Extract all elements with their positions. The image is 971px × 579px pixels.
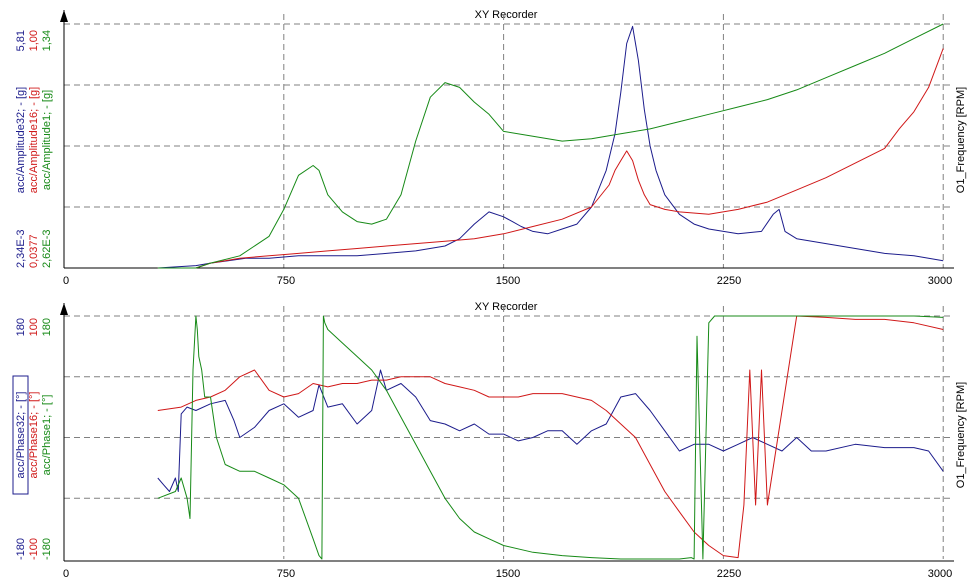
bottom-chart-title: XY Recorder [475,301,538,313]
bottom-axis-blue-max: 180 [15,318,27,336]
bottom-xtick-750: 750 [277,568,295,579]
bottom-xtick-0: 0 [63,568,69,579]
top-xtick-3000: 3000 [928,275,952,287]
top-xtick-0: 0 [63,275,69,287]
top-axis-red-max: 1,00 [28,30,40,51]
top-axis-blue-max: 5,81 [15,30,27,51]
top-series-blue [157,25,944,269]
top-series-green [157,23,944,269]
top-xtick-750: 750 [277,275,295,287]
bottom-axis-blue-selection-box [12,375,29,495]
bottom-axis-red-max: 100 [28,318,40,336]
top-series [157,23,944,269]
bottom-series-red [157,315,944,559]
top-chart: XY Recorder 0 750 1500 2250 3000 acc/Amp… [15,9,967,287]
top-axis-red-min: 0,0377 [28,234,40,268]
bottom-axis-blue-label: acc/Phase32; - [°] [15,392,27,479]
bottom-series-green [157,315,944,560]
bottom-axis-green-label: acc/Phase1; - [°] [41,395,53,476]
bottom-xtick-1500: 1500 [496,568,520,579]
bottom-axis-blue-min: -180 [15,538,27,560]
bottom-axis-red-min: -100 [28,538,40,560]
bottom-axis-green-min: -180 [41,538,53,560]
bottom-axis-red-label: acc/Phase16; - [°] [28,392,40,479]
top-axis-blue-min: 2,34E-3 [15,229,27,268]
top-chart-title: XY Recorder [475,9,538,21]
top-x-axis-label: O1_Frequency [RPM] [955,87,967,193]
top-xtick-1500: 1500 [496,275,520,287]
bottom-xtick-2250: 2250 [717,568,741,579]
top-series-red [157,48,944,269]
bottom-series [157,315,944,560]
bottom-chart: XY Recorder 0 750 1500 2250 3000 acc/Pha… [12,301,967,579]
bottom-y-axis-arrow-icon [60,303,68,315]
bottom-xtick-3000: 3000 [928,568,952,579]
top-axis-green-min: 2,62E-3 [41,229,53,268]
top-grid [64,14,952,268]
top-axis-red-label: acc/Amplitude16; - [g] [28,87,40,193]
top-axis-blue-label: acc/Amplitude32; - [g] [15,87,27,193]
bottom-grid [64,306,952,559]
top-axis-green-label: acc/Amplitude1; - [g] [41,90,53,190]
top-y-axis-arrow-icon [60,10,68,22]
bottom-x-axis-label: O1_Frequency [RPM] [955,382,967,488]
bottom-series-blue [157,369,944,492]
top-axis-green-max: 1,34 [41,30,53,51]
bottom-axis-green-max: 180 [41,318,53,336]
top-xtick-2250: 2250 [717,275,741,287]
